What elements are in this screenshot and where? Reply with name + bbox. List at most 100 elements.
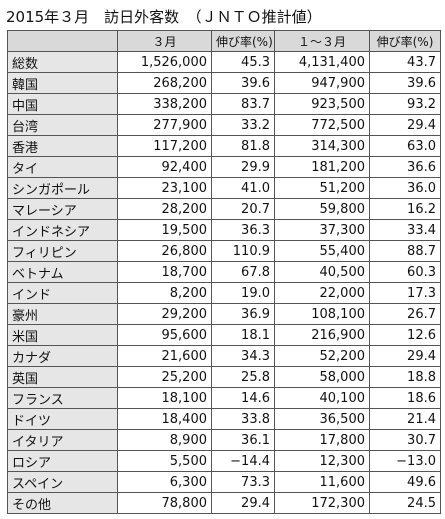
value-cell: 18.8 — [369, 366, 441, 388]
value-cell: 36.1 — [211, 429, 275, 451]
value-cell: 18.6 — [369, 387, 441, 409]
table-row: 米国 95,600 18.1 216,900 12.6 — [7, 324, 441, 346]
value-cell: 772,500 — [274, 114, 370, 136]
country-cell: スペイン — [7, 471, 118, 493]
value-cell: 26,800 — [117, 240, 212, 262]
value-cell: 172,300 — [274, 492, 370, 514]
value-cell: 11,600 — [274, 471, 370, 493]
visitor-table: ３月 伸び率(%) １～３月 伸び率(%) 総数 1,526,000 45.3 4,131,4… — [7, 30, 441, 514]
country-cell: ベトナム — [7, 261, 118, 283]
value-cell: 14.6 — [211, 387, 275, 409]
value-cell: 33.4 — [369, 219, 441, 241]
value-cell: 268,200 — [117, 72, 212, 94]
table-row: 英国 25,200 25.8 58,000 18.8 — [7, 366, 441, 388]
header-cell: 伸び率(%) — [211, 30, 275, 52]
table-row: 香港 117,200 81.8 314,300 63.0 — [7, 135, 441, 157]
value-cell: 18,700 — [117, 261, 212, 283]
value-cell: 17.3 — [369, 282, 441, 304]
value-cell: 39.6 — [369, 72, 441, 94]
value-cell: 108,100 — [274, 303, 370, 325]
country-cell: 豪州 — [7, 303, 118, 325]
header-cell: ３月 — [117, 30, 212, 52]
value-cell: 52,200 — [274, 345, 370, 367]
value-cell: 36.0 — [369, 177, 441, 199]
country-cell: フランス — [7, 387, 118, 409]
table-row: 豪州 29,200 36.9 108,100 26.7 — [7, 303, 441, 325]
table-row: インド 8,200 19.0 22,000 17.3 — [7, 282, 441, 304]
country-cell: インド — [7, 282, 118, 304]
table-row: ドイツ 18,400 33.8 36,500 21.4 — [7, 408, 441, 430]
table-row: フランス 18,100 14.6 40,100 18.6 — [7, 387, 441, 409]
value-cell: 18,100 — [117, 387, 212, 409]
value-cell: 36.9 — [211, 303, 275, 325]
value-cell: 8,900 — [117, 429, 212, 451]
value-cell: 6,300 — [117, 471, 212, 493]
table-row: 台湾 277,900 33.2 772,500 29.4 — [7, 114, 441, 136]
value-cell: 88.7 — [369, 240, 441, 262]
value-cell: 21.4 — [369, 408, 441, 430]
table-row: 総数 1,526,000 45.3 4,131,400 43.7 — [7, 51, 441, 73]
value-cell: 25,200 — [117, 366, 212, 388]
value-cell: 78,800 — [117, 492, 212, 514]
table-row: イタリア 8,900 36.1 17,800 30.7 — [7, 429, 441, 451]
value-cell: 73.3 — [211, 471, 275, 493]
value-cell: 29.9 — [211, 156, 275, 178]
value-cell: 45.3 — [211, 51, 275, 73]
value-cell: 33.2 — [211, 114, 275, 136]
country-cell: 米国 — [7, 324, 118, 346]
table-row: フィリピン 26,800 110.9 55,400 88.7 — [7, 240, 441, 262]
country-cell: 韓国 — [7, 72, 118, 94]
header-cell: １～３月 — [274, 30, 370, 52]
value-cell: 92,400 — [117, 156, 212, 178]
table-row: シンガポール 23,100 41.0 51,200 36.0 — [7, 177, 441, 199]
value-cell: 36,500 — [274, 408, 370, 430]
table-row: ロシア 5,500 −14.4 12,300 −13.0 — [7, 450, 441, 472]
value-cell: 41.0 — [211, 177, 275, 199]
table-row: インドネシア 19,500 36.3 37,300 33.4 — [7, 219, 441, 241]
value-cell: 16.2 — [369, 198, 441, 220]
table-row: 中国 338,200 83.7 923,500 93.2 — [7, 93, 441, 115]
header-row: ３月 伸び率(%) １～３月 伸び率(%) — [7, 30, 441, 52]
value-cell: 28,200 — [117, 198, 212, 220]
value-cell: 40,100 — [274, 387, 370, 409]
value-cell: 30.7 — [369, 429, 441, 451]
country-cell: 英国 — [7, 366, 118, 388]
country-cell: ロシア — [7, 450, 118, 472]
value-cell: −13.0 — [369, 450, 441, 472]
value-cell: 60.3 — [369, 261, 441, 283]
value-cell: 18,400 — [117, 408, 212, 430]
value-cell: 181,200 — [274, 156, 370, 178]
value-cell: 277,900 — [117, 114, 212, 136]
value-cell: 29.4 — [211, 492, 275, 514]
country-cell: フィリピン — [7, 240, 118, 262]
value-cell: 36.6 — [369, 156, 441, 178]
value-cell: 83.7 — [211, 93, 275, 115]
country-cell: 総数 — [7, 51, 118, 73]
value-cell: 12,300 — [274, 450, 370, 472]
value-cell: 21,600 — [117, 345, 212, 367]
header-cell — [7, 30, 118, 52]
country-cell: ドイツ — [7, 408, 118, 430]
country-cell: 香港 — [7, 135, 118, 157]
value-cell: 19,500 — [117, 219, 212, 241]
value-cell: 25.8 — [211, 366, 275, 388]
country-cell: カナダ — [7, 345, 118, 367]
value-cell: 18.1 — [211, 324, 275, 346]
value-cell: 22,000 — [274, 282, 370, 304]
value-cell: 93.2 — [369, 93, 441, 115]
table-row: タイ 92,400 29.9 181,200 36.6 — [7, 156, 441, 178]
country-cell: 台湾 — [7, 114, 118, 136]
value-cell: 4,131,400 — [274, 51, 370, 73]
value-cell: 23,100 — [117, 177, 212, 199]
value-cell: 40,500 — [274, 261, 370, 283]
value-cell: −14.4 — [211, 450, 275, 472]
value-cell: 1,526,000 — [117, 51, 212, 73]
value-cell: 19.0 — [211, 282, 275, 304]
header-cell: 伸び率(%) — [369, 30, 441, 52]
country-cell: インドネシア — [7, 219, 118, 241]
value-cell: 43.7 — [369, 51, 441, 73]
value-cell: 63.0 — [369, 135, 441, 157]
value-cell: 117,200 — [117, 135, 212, 157]
value-cell: 20.7 — [211, 198, 275, 220]
